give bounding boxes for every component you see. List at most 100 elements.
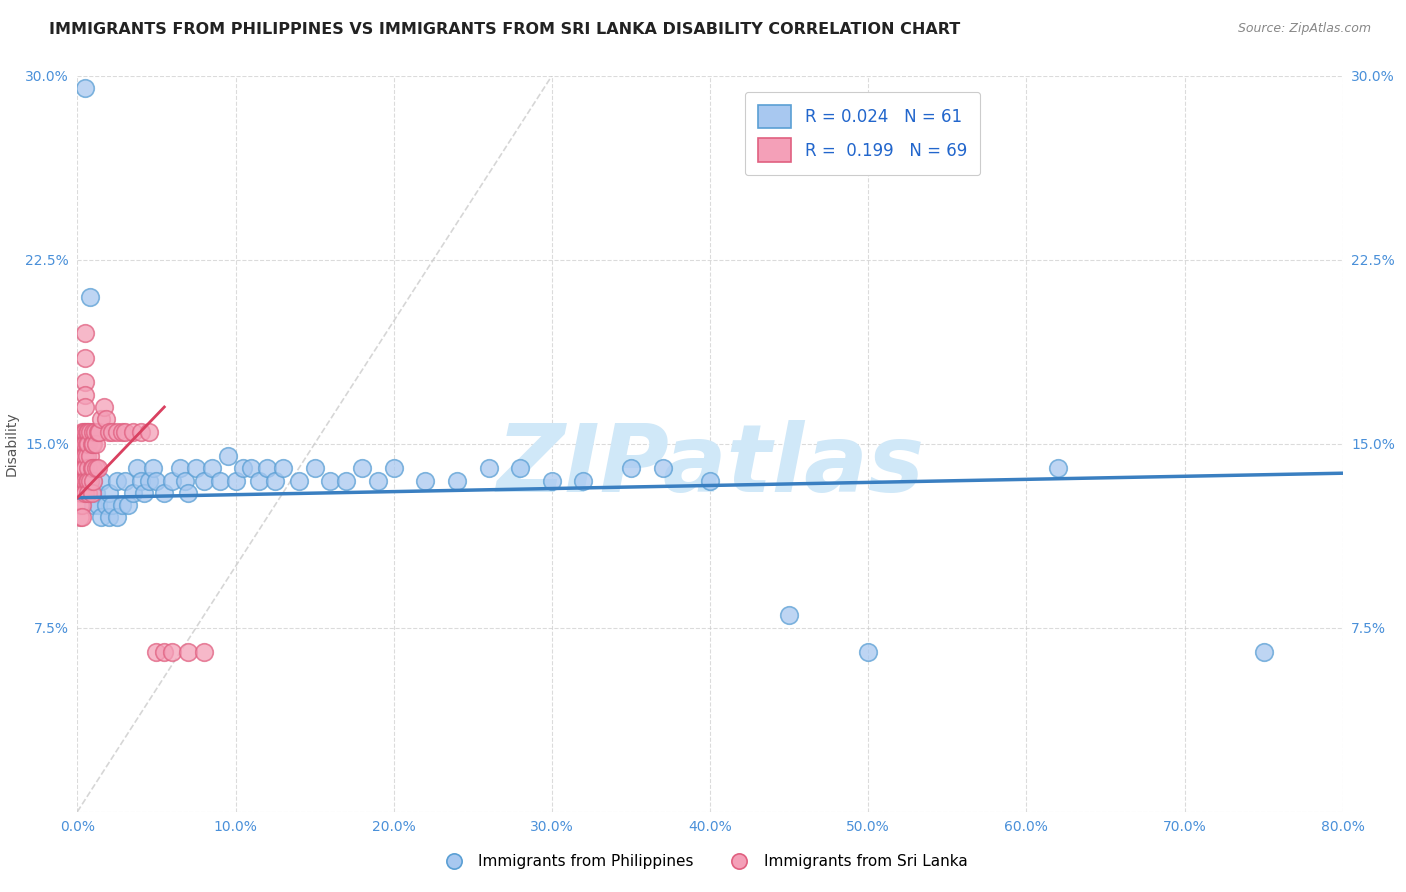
Point bbox=[75, 81, 97, 95]
Point bbox=[138, 425, 160, 439]
Point bbox=[76, 425, 98, 439]
Point bbox=[80, 485, 103, 500]
Point bbox=[76, 436, 98, 450]
Point bbox=[114, 425, 136, 439]
Point bbox=[446, 474, 468, 488]
Point bbox=[193, 474, 215, 488]
Point bbox=[75, 485, 97, 500]
Point bbox=[70, 461, 93, 475]
Point bbox=[121, 425, 143, 439]
Point bbox=[80, 461, 103, 475]
Point bbox=[86, 461, 108, 475]
Point bbox=[288, 474, 311, 488]
Point bbox=[77, 461, 100, 475]
Point bbox=[79, 449, 101, 463]
Point bbox=[73, 461, 96, 475]
Point bbox=[73, 474, 96, 488]
Point bbox=[193, 645, 215, 659]
Point bbox=[69, 474, 91, 488]
Point bbox=[70, 485, 93, 500]
Point bbox=[352, 461, 374, 475]
Point bbox=[572, 474, 595, 488]
Point bbox=[208, 474, 231, 488]
Point bbox=[73, 436, 96, 450]
Point bbox=[335, 474, 357, 488]
Point bbox=[75, 474, 97, 488]
Point bbox=[264, 474, 287, 488]
Y-axis label: Disability: Disability bbox=[4, 411, 18, 476]
Point bbox=[89, 425, 111, 439]
Point bbox=[367, 474, 389, 488]
Point bbox=[509, 461, 531, 475]
Point bbox=[145, 474, 167, 488]
Point bbox=[87, 425, 110, 439]
Point bbox=[75, 425, 97, 439]
Point bbox=[129, 425, 152, 439]
Point bbox=[87, 461, 110, 475]
Point bbox=[70, 436, 93, 450]
Point bbox=[90, 474, 112, 488]
Point bbox=[75, 436, 97, 450]
Point bbox=[121, 485, 143, 500]
Point bbox=[77, 425, 100, 439]
Point bbox=[75, 376, 97, 390]
Point bbox=[70, 498, 93, 512]
Point bbox=[858, 645, 880, 659]
Point bbox=[105, 510, 128, 524]
Point bbox=[75, 326, 97, 341]
Point bbox=[162, 474, 183, 488]
Point bbox=[94, 498, 117, 512]
Point bbox=[162, 645, 183, 659]
Point bbox=[540, 474, 562, 488]
Point bbox=[86, 436, 108, 450]
Point bbox=[90, 510, 112, 524]
Point bbox=[232, 461, 254, 475]
Point bbox=[145, 645, 167, 659]
Point bbox=[111, 425, 132, 439]
Point bbox=[201, 461, 224, 475]
Point bbox=[382, 461, 405, 475]
Point bbox=[90, 412, 112, 426]
Point bbox=[138, 474, 160, 488]
Point bbox=[75, 400, 97, 414]
Point bbox=[77, 474, 100, 488]
Point bbox=[127, 461, 149, 475]
Point bbox=[477, 461, 501, 475]
Point bbox=[101, 498, 124, 512]
Point bbox=[76, 449, 98, 463]
Point bbox=[304, 461, 326, 475]
Point bbox=[79, 425, 101, 439]
Point bbox=[111, 498, 132, 512]
Text: Source: ZipAtlas.com: Source: ZipAtlas.com bbox=[1237, 22, 1371, 36]
Point bbox=[256, 461, 278, 475]
Point bbox=[98, 485, 120, 500]
Point bbox=[620, 461, 643, 475]
Point bbox=[105, 425, 128, 439]
Point bbox=[77, 485, 100, 500]
Point bbox=[82, 474, 104, 488]
Point bbox=[70, 449, 93, 463]
Point bbox=[75, 351, 97, 365]
Point bbox=[1046, 461, 1069, 475]
Point bbox=[132, 485, 155, 500]
Point bbox=[319, 474, 342, 488]
Point bbox=[217, 449, 239, 463]
Legend: Immigrants from Philippines, Immigrants from Sri Lanka: Immigrants from Philippines, Immigrants … bbox=[432, 848, 974, 875]
Point bbox=[114, 474, 136, 488]
Point bbox=[169, 461, 191, 475]
Point bbox=[82, 436, 104, 450]
Point bbox=[82, 498, 104, 512]
Point bbox=[699, 474, 721, 488]
Point bbox=[94, 412, 117, 426]
Point bbox=[69, 510, 91, 524]
Point bbox=[93, 400, 115, 414]
Point bbox=[73, 425, 96, 439]
Point bbox=[153, 485, 176, 500]
Point bbox=[184, 461, 207, 475]
Point bbox=[101, 425, 124, 439]
Point bbox=[75, 387, 97, 401]
Point bbox=[413, 474, 436, 488]
Point bbox=[177, 645, 200, 659]
Point bbox=[75, 461, 97, 475]
Point bbox=[247, 474, 270, 488]
